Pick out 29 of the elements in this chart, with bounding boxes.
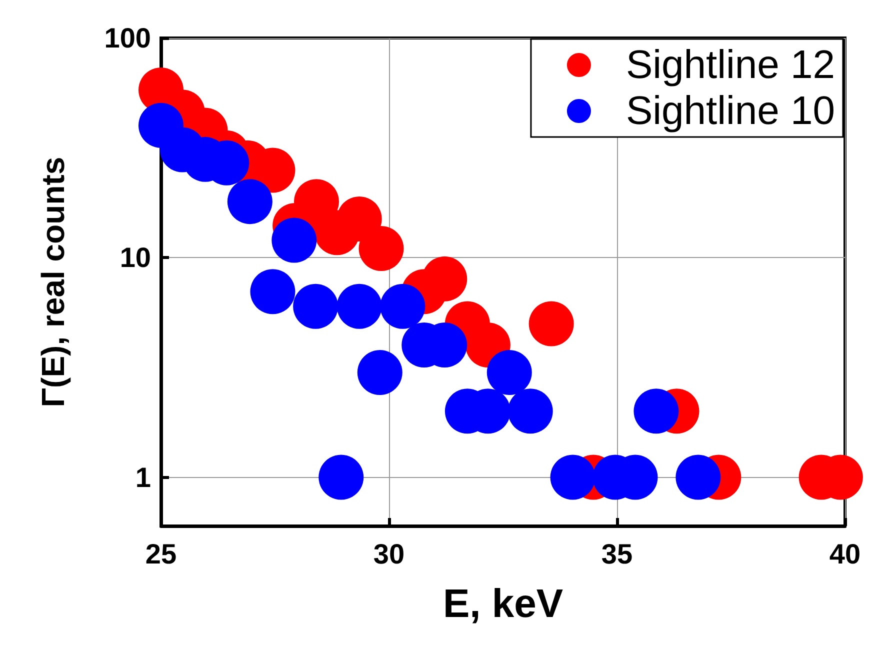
x-tick-label: 25 <box>145 538 177 570</box>
point <box>486 350 532 395</box>
point <box>294 179 339 224</box>
point <box>293 284 338 329</box>
point <box>318 454 364 500</box>
point <box>676 454 721 500</box>
y-tick-label: 1 <box>135 462 151 493</box>
y-tick-label: 10 <box>120 242 151 274</box>
point <box>336 284 382 329</box>
x-tick-label: 40 <box>829 538 861 570</box>
x-tick-label: 30 <box>373 538 405 570</box>
legend-label: Sightline 12 <box>626 43 836 87</box>
point <box>422 256 468 302</box>
point <box>550 454 596 500</box>
point <box>634 388 679 434</box>
y-axis-title: Γ(E), real counts <box>35 156 71 408</box>
point <box>358 226 404 272</box>
x-tick-label: 35 <box>601 538 633 570</box>
point <box>272 218 317 263</box>
point <box>508 388 553 434</box>
point <box>357 350 402 395</box>
point <box>227 179 272 224</box>
legend-label: Sightline 10 <box>626 89 836 133</box>
point <box>380 284 426 329</box>
y-tick-label: 100 <box>104 22 151 54</box>
point <box>528 301 574 346</box>
point <box>250 269 296 314</box>
x-axis-title: E, keV <box>442 582 564 626</box>
point <box>336 196 382 242</box>
